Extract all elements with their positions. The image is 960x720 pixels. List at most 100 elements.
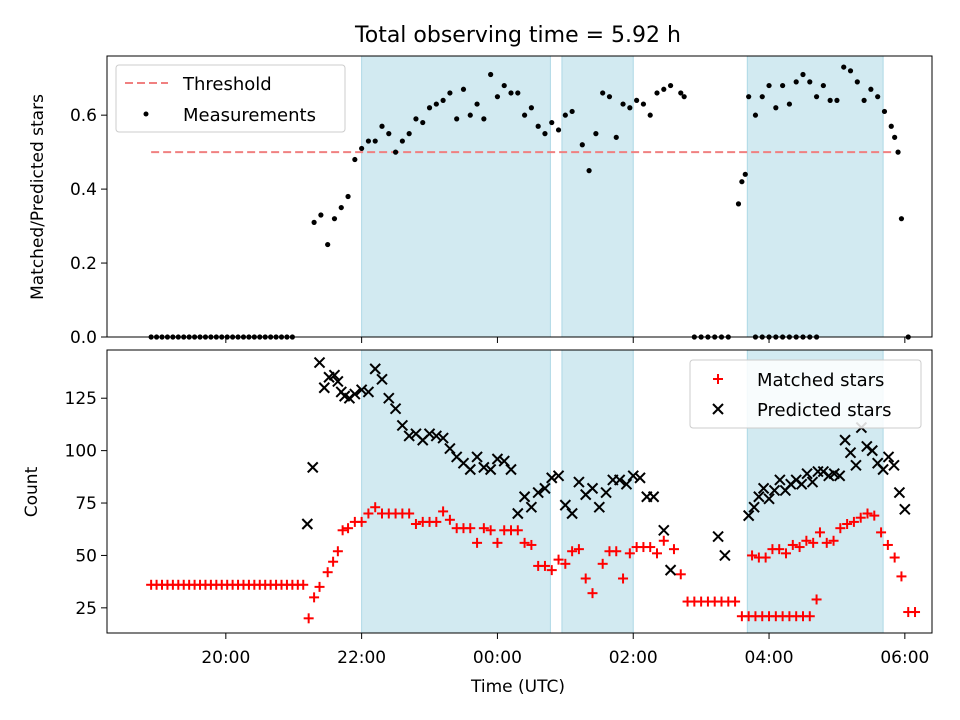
predicted-star-point: [525, 501, 538, 513]
measurement-point: [888, 123, 894, 129]
matched-star-point: [658, 535, 669, 546]
predicted-star-point: [753, 491, 765, 503]
observing-window-2: [561, 55, 634, 338]
bottom-y-tick-label: 125: [65, 389, 97, 409]
measurement-point: [406, 131, 412, 137]
bottom-x-axis-ticks: 20:00 22:00 00:00 02:00 04:00 06:00: [201, 633, 929, 668]
predicted-star-point: [383, 392, 395, 404]
predicted-star-point: [532, 486, 544, 499]
measurement-point: [627, 105, 633, 111]
predicted-star-point: [586, 482, 599, 495]
predicted-star-point: [839, 434, 851, 446]
measurement-point: [311, 219, 317, 225]
measurement-point: [793, 79, 799, 85]
matched-star-point: [597, 558, 608, 569]
matched-star-point: [587, 588, 598, 599]
measurement-point: [420, 119, 426, 126]
predicted-star-point: [664, 564, 677, 576]
measurement-point: [521, 112, 528, 118]
measurement-point: [678, 90, 684, 96]
predicted-star-point: [600, 486, 612, 499]
matched-star-point: [309, 592, 320, 603]
measurement-point: [338, 204, 344, 211]
measurement-point: [800, 71, 806, 78]
predicted-star-point: [559, 499, 572, 511]
measurement-point: [746, 94, 752, 100]
legend-measurements-swatch: [143, 111, 149, 117]
predicted-star-point: [349, 388, 361, 400]
measurement-point: [535, 123, 541, 129]
legend-measurements-label: Measurements: [183, 105, 316, 126]
matched-star-point: [465, 523, 476, 534]
predicted-star-point: [430, 430, 443, 442]
predicted-star-point: [491, 453, 504, 465]
measurement-point: [562, 112, 568, 118]
bottom-y-tick-label: 75: [75, 494, 97, 514]
measurement-point: [433, 101, 439, 107]
matched-star-point: [828, 535, 839, 546]
matched-star-point: [298, 579, 309, 590]
predicted-star-point: [505, 463, 517, 476]
top-x-axis-ticks: [225, 337, 906, 343]
top-y-axis-ticks: 0.0 0.2 0.4 0.6: [70, 106, 107, 348]
predicted-star-point: [763, 493, 775, 505]
measurement-point: [372, 138, 378, 144]
predicted-star-point: [593, 501, 605, 513]
measurement-point: [365, 138, 372, 144]
measurement-point: [474, 101, 480, 107]
bottom-y-axis-ticks: 25 50 75 100 125: [65, 389, 107, 619]
x-axis-label: Time (UTC): [470, 677, 565, 697]
matched-stars-layer: [146, 502, 921, 624]
x-tick-label: 06:00: [880, 648, 929, 668]
measurement-point: [508, 90, 514, 96]
measurement-point: [549, 119, 555, 126]
bottom-y-tick-label: 100: [65, 442, 97, 462]
measurement-point: [593, 131, 599, 137]
predicted-star-point: [478, 461, 490, 474]
predicted-star-point: [318, 382, 330, 394]
predicted-star-point: [712, 530, 724, 543]
measurement-point: [318, 212, 324, 218]
bottom-y-axis-label: Count: [22, 466, 42, 517]
top-legend: Threshold Measurements: [115, 64, 346, 133]
measurement-point: [325, 241, 331, 248]
measurement-point: [447, 90, 453, 96]
measurement-point: [501, 82, 507, 89]
measurement-point: [454, 116, 460, 122]
measurement-point: [399, 138, 405, 144]
predicted-star-point: [423, 428, 436, 440]
measurement-point: [786, 101, 793, 107]
predicted-star-point: [437, 432, 449, 444]
measurement-point: [681, 94, 687, 100]
matched-star-point: [573, 544, 584, 555]
chart-title: Total observing time = 5.92 h: [354, 23, 681, 48]
matched-star-point: [337, 525, 348, 536]
matched-star-point: [580, 573, 591, 584]
matched-star-point: [882, 539, 893, 550]
matched-star-point: [730, 596, 741, 607]
matched-star-point: [404, 508, 415, 519]
observing-window-1: [361, 55, 551, 338]
matched-star-point: [611, 546, 622, 557]
predicted-star-point: [647, 491, 660, 503]
matched-star-point: [363, 508, 374, 519]
predicted-star-point: [806, 476, 819, 488]
measurement-point: [854, 79, 860, 85]
measurement-point: [569, 108, 575, 115]
predicted-star-point: [498, 455, 510, 467]
measurement-point: [542, 131, 548, 137]
predicted-star-point: [882, 451, 895, 463]
matched-star-point: [485, 525, 496, 536]
measurement-point: [600, 90, 606, 96]
matched-star-point: [526, 539, 537, 550]
matched-star-point: [618, 573, 629, 584]
matched-star-point: [410, 518, 421, 529]
x-tick-label: 00:00: [473, 648, 522, 668]
measurement-point: [426, 105, 433, 111]
matched-star-point: [303, 613, 314, 624]
measurement-point: [331, 216, 338, 222]
matched-star-point: [343, 523, 354, 534]
measurement-point: [807, 79, 813, 85]
matched-star-point: [652, 548, 662, 559]
